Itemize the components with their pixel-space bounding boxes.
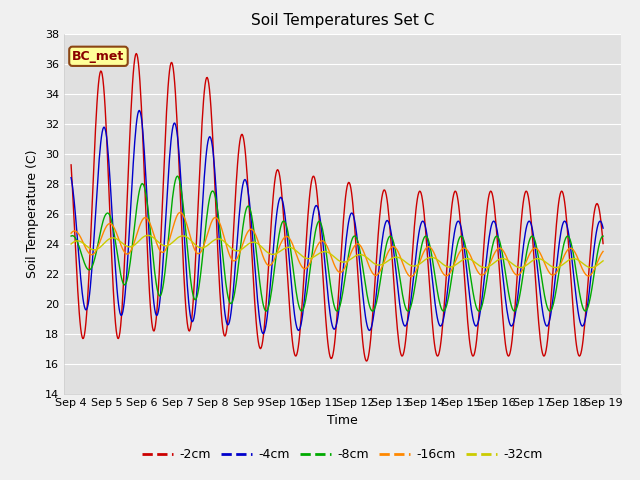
-4cm [260,331,268,336]
-2cm [419,197,426,203]
-8cm [214,213,222,218]
Line: -16cm: -16cm [71,213,603,276]
-2cm [214,260,222,266]
-2cm [77,326,84,332]
-2cm [67,162,75,168]
-4cm [67,175,75,180]
-32cm [144,232,152,238]
-2cm [403,324,411,330]
-8cm [599,233,607,239]
-16cm [214,217,222,223]
-32cm [186,237,194,243]
Line: -4cm: -4cm [71,110,603,334]
-16cm [67,230,75,236]
-2cm [362,358,370,364]
-16cm [407,274,415,279]
-32cm [588,264,595,270]
-4cm [419,218,426,224]
-8cm [67,233,75,239]
-32cm [418,260,426,265]
-4cm [599,225,607,231]
-16cm [77,235,84,240]
-4cm [403,320,411,326]
-4cm [214,222,222,228]
-8cm [77,249,84,254]
-4cm [135,108,143,113]
-32cm [77,239,84,244]
-2cm [599,240,607,246]
-16cm [186,233,194,239]
-8cm [186,274,194,279]
-8cm [174,173,182,179]
Title: Soil Temperatures Set C: Soil Temperatures Set C [251,13,434,28]
-8cm [132,215,140,221]
Line: -2cm: -2cm [71,54,603,361]
-32cm [67,241,75,247]
X-axis label: Time: Time [327,414,358,427]
-4cm [77,276,84,281]
-32cm [403,260,410,265]
-16cm [177,210,184,216]
-2cm [132,52,140,58]
Line: -32cm: -32cm [71,235,603,267]
-16cm [419,252,426,258]
Legend: -2cm, -4cm, -8cm, -16cm, -32cm: -2cm, -4cm, -8cm, -16cm, -32cm [137,443,548,466]
-8cm [418,242,426,248]
-8cm [403,306,410,312]
-16cm [599,249,607,254]
Y-axis label: Soil Temperature (C): Soil Temperature (C) [26,149,39,278]
-32cm [132,241,140,247]
Text: BC_met: BC_met [72,50,125,63]
-16cm [403,269,410,275]
-2cm [132,51,140,57]
-4cm [186,312,194,318]
-2cm [186,326,194,332]
-16cm [132,236,140,241]
-32cm [599,258,607,264]
Line: -8cm: -8cm [71,176,603,311]
-4cm [132,130,140,136]
-8cm [582,308,589,314]
-32cm [214,236,222,242]
